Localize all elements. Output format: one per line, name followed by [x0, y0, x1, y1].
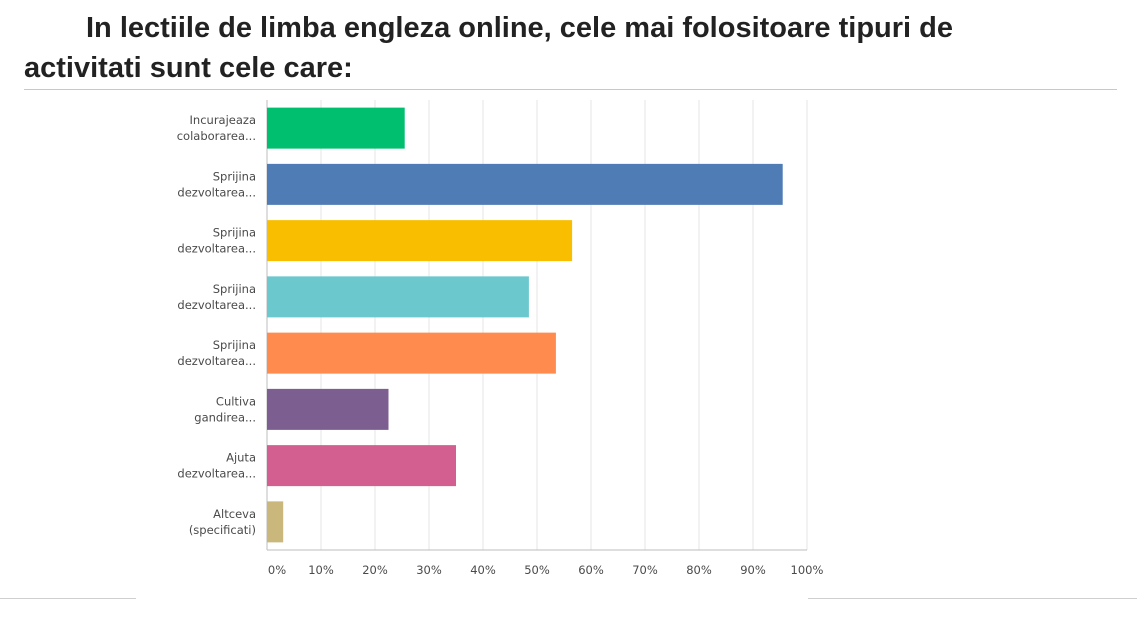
x-tick-label: 90%	[740, 563, 766, 577]
category-label: dezvoltarea...	[177, 242, 256, 256]
category-label: gandirea...	[194, 410, 256, 424]
category-label: Sprijina	[213, 169, 256, 183]
category-label: Ajuta	[226, 451, 256, 465]
bar	[267, 332, 556, 374]
category-label: Incurajeaza	[190, 113, 256, 127]
category-labels: Incurajeaza colaborarea... Sprijina dezvolt…	[177, 113, 256, 537]
category-label: dezvoltarea...	[177, 298, 256, 312]
bar	[267, 220, 573, 262]
category-label: Sprijina	[213, 226, 256, 240]
category-label: Sprijina	[213, 338, 256, 352]
bars	[267, 107, 783, 543]
x-tick-label: 70%	[632, 563, 658, 577]
x-tick-label: 0%	[268, 563, 286, 577]
title-divider	[24, 89, 1117, 90]
category-label: Altceva	[213, 507, 256, 521]
x-tick-label: 80%	[686, 563, 712, 577]
x-tick-label: 50%	[524, 563, 550, 577]
category-label: dezvoltarea...	[177, 185, 256, 199]
x-tick-label: 10%	[308, 563, 334, 577]
bar	[267, 276, 529, 318]
x-tick-label: 60%	[578, 563, 604, 577]
category-label: (specificati)	[189, 523, 256, 537]
bar	[267, 107, 405, 149]
category-label: Cultiva	[216, 394, 256, 408]
x-tick-label: 30%	[416, 563, 442, 577]
footer-divider-right	[808, 598, 1137, 599]
bar	[267, 445, 456, 487]
footer-divider-left	[0, 598, 136, 599]
x-tick-label: 20%	[362, 563, 388, 577]
bar	[267, 388, 389, 430]
category-label: dezvoltarea...	[177, 354, 256, 368]
category-label: Sprijina	[213, 282, 256, 296]
category-label: dezvoltarea...	[177, 467, 256, 481]
x-tick-label: 100%	[791, 563, 824, 577]
category-label: colaborarea...	[177, 129, 256, 143]
chart-title: In lectiile de limba engleza online, cel…	[24, 12, 953, 84]
bar	[267, 501, 284, 543]
x-tick-label: 40%	[470, 563, 496, 577]
bar	[267, 163, 783, 205]
x-tick-labels: 0% 10% 20% 30% 40% 50% 60% 70% 80% 90% 100%	[268, 563, 824, 577]
